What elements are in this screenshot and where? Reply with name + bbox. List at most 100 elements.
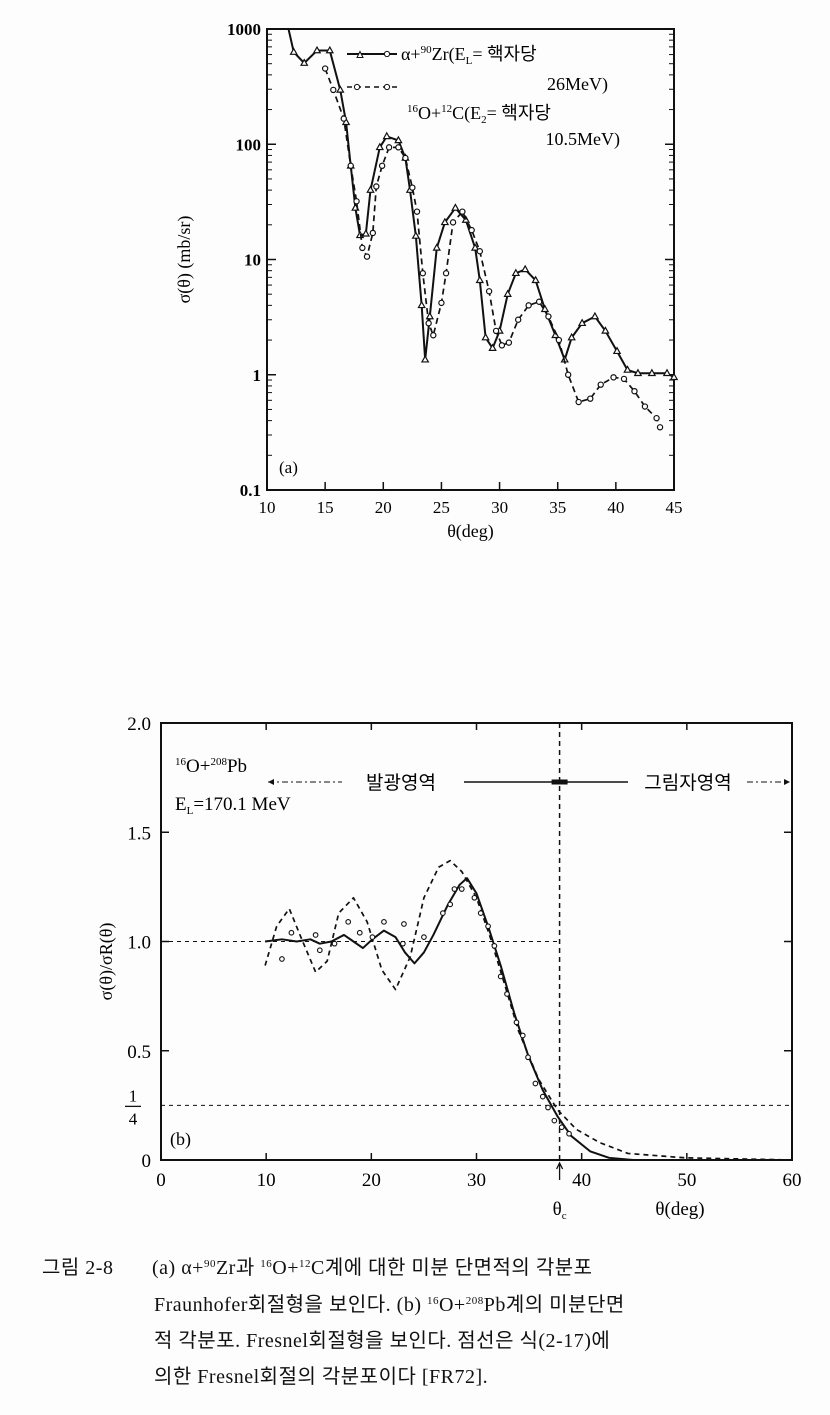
data-point-triangle <box>647 368 657 377</box>
caption-text: 12 <box>298 1258 311 1270</box>
x-axis-label: θ(deg) <box>655 1199 704 1220</box>
data-point-circle <box>468 226 475 234</box>
legend-label-o-c-energy: 10.5MeV) <box>546 129 621 150</box>
experimental-point <box>485 923 491 930</box>
y-tick-label: 1.0 <box>127 933 151 954</box>
legend-label-o-c-part: 16 <box>407 103 419 115</box>
data-point-circle <box>340 115 347 122</box>
data-point-circle <box>545 313 552 320</box>
data-point-circle <box>369 229 377 237</box>
data-point-circle <box>514 316 522 323</box>
data-point-circle <box>620 375 628 383</box>
x-tick-label: 15 <box>317 498 334 517</box>
experimental-point <box>558 1124 565 1131</box>
x-tick-label: 20 <box>362 1170 381 1191</box>
y-tick-label: 0.1 <box>240 481 261 500</box>
series-line-1 <box>287 28 675 379</box>
legend-label-o-c-part: O+ <box>418 103 441 123</box>
experimental-point <box>369 934 376 940</box>
data-point-circle <box>425 320 432 327</box>
caption-text: (a) α+ <box>152 1257 204 1279</box>
caption-text: 의한 Fresnel회절의 각분포이다 [FR72]. <box>154 1366 489 1388</box>
data-point-triangle <box>662 368 672 377</box>
y-axis-label: σ(θ) (mb/sr) <box>174 216 195 304</box>
data-point-circle <box>321 65 329 72</box>
x-tick-label: 40 <box>607 498 624 517</box>
data-point-circle <box>631 387 638 395</box>
arrow-left-icon <box>268 779 274 785</box>
data-point-circle <box>409 184 416 191</box>
energy-label-part: E <box>175 794 187 815</box>
legend-label-alpha-zr-part: α+ <box>401 44 421 64</box>
x-tick-label: 0 <box>156 1170 166 1191</box>
data-point-circle <box>656 424 664 431</box>
data-point-circle <box>476 248 484 255</box>
legend-label-alpha-zr: α+90Zr(EL= 핵자당 <box>401 44 537 67</box>
data-point-triangle <box>312 45 322 54</box>
experimental-point <box>539 1093 546 1100</box>
experimental-point <box>288 929 295 936</box>
data-point-circle <box>378 162 386 170</box>
data-point-circle <box>385 144 393 151</box>
region-label-illuminated: 발광영역 <box>366 772 436 794</box>
data-point-circle <box>459 208 466 215</box>
experimental-point <box>491 943 498 949</box>
data-point-circle <box>505 339 513 346</box>
y-tick-label: 2.0 <box>127 714 151 735</box>
caption-figure-label: 그림 2-8 <box>42 1257 114 1279</box>
caption-text: 90 <box>203 1258 216 1270</box>
experimental-point <box>458 886 465 892</box>
theta-c-label-part: c <box>562 1210 567 1222</box>
system-label-part: Pb <box>227 756 247 777</box>
caption-line: 의한 Fresnel회절의 각분포이다 [FR72]. <box>154 1360 488 1389</box>
data-point-circle <box>597 381 604 388</box>
x-tick-label: 50 <box>677 1170 696 1191</box>
data-point-triangle <box>366 185 375 193</box>
experimental-point <box>400 940 406 947</box>
data-point-triangle <box>470 243 480 251</box>
data-point-triangle <box>540 304 550 313</box>
data-point-triangle <box>567 332 576 341</box>
y-tick-label: 1000 <box>227 20 261 39</box>
data-point-triangle <box>601 326 610 334</box>
data-point-triangle <box>440 217 450 226</box>
panel-label: (a) <box>279 458 298 477</box>
experimental-point <box>345 918 352 925</box>
data-point-triangle <box>382 131 391 140</box>
legend-label-o-c-part: = 핵자당 <box>487 103 551 123</box>
data-point-triangle <box>289 47 298 55</box>
arrow-right-icon <box>784 779 790 785</box>
data-point-triangle <box>336 85 345 93</box>
caption-text: Fraunhofer회절형을 보인다. (b) <box>154 1294 427 1316</box>
caption-line: (a) α+90Zr과 16O+12C계에 대한 미분 단면적의 각분포 <box>152 1251 593 1280</box>
data-point-circle <box>525 302 532 309</box>
y-tick-label: 100 <box>236 135 262 154</box>
data-point-circle <box>485 288 493 295</box>
x-axis-label: θ(deg) <box>447 521 494 542</box>
caption-line: Fraunhofer회절형을 보인다. (b) 16O+208Pb계의 미분단면 <box>154 1288 625 1317</box>
data-point-triangle <box>577 318 587 327</box>
experimental-point <box>504 991 510 997</box>
legend-label-alpha-zr-part: = 핵자당 <box>472 44 536 64</box>
data-point-circle <box>413 208 421 215</box>
plot-frame <box>160 722 793 1161</box>
legend-marker-circle <box>383 83 391 91</box>
data-point-triangle <box>325 45 335 54</box>
caption-text: Pb계의 미분단면 <box>483 1294 625 1316</box>
data-point-circle <box>395 144 402 151</box>
theta-c-label: θc <box>553 1199 567 1222</box>
experimental-point <box>421 934 427 940</box>
data-point-triangle <box>299 58 309 66</box>
experimental-point <box>312 932 319 938</box>
system-label-part: 16 <box>175 756 187 768</box>
theta-c-label-part: θ <box>553 1199 562 1220</box>
data-point-circle <box>641 403 649 410</box>
legend-label-alpha-zr-part: Zr(E <box>432 44 466 65</box>
system-label: 16O+208Pb <box>175 756 247 777</box>
data-point-circle <box>449 219 457 226</box>
y-tick-label: 1 <box>253 366 262 385</box>
x-tick-label: 30 <box>491 498 508 517</box>
experimental-point <box>513 1019 520 1026</box>
data-point-triangle <box>432 243 442 251</box>
energy-label-part: =170.1 MeV <box>193 794 291 815</box>
